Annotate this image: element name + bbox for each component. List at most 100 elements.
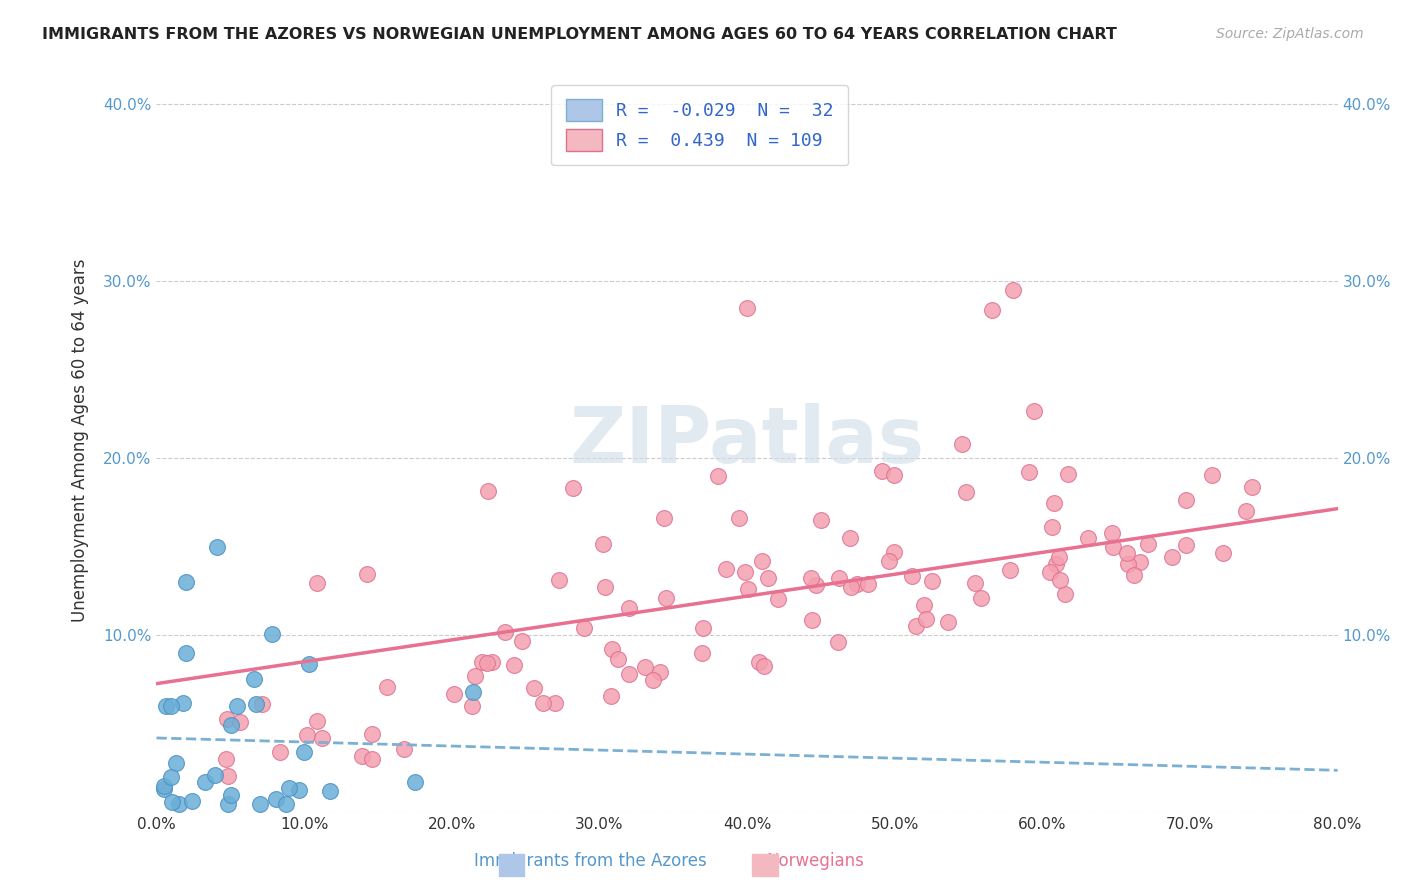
Point (502, 657, 524, 672)
Point (269, 745, 291, 759)
Point (938, 615, 960, 629)
Text: IMMIGRANTS FROM THE AZORES VS NORWEGIAN UNEMPLOYMENT AMONG AGES 60 TO 64 YEARS C: IMMIGRANTS FROM THE AZORES VS NORWEGIAN … (42, 27, 1116, 42)
Point (194, 775, 217, 789)
Point (714, 562, 737, 576)
Point (547, 574, 569, 588)
Point (217, 797, 239, 811)
Point (692, 621, 714, 635)
Point (160, 770, 183, 784)
Point (1047, 550, 1070, 565)
Point (870, 464, 893, 478)
Point (249, 797, 271, 811)
Point (839, 581, 862, 595)
Point (1045, 557, 1067, 571)
Point (856, 577, 879, 591)
Point (155, 699, 177, 714)
Point (950, 437, 973, 451)
Point (245, 697, 267, 711)
Point (494, 625, 516, 640)
Point (595, 580, 617, 594)
Point (160, 699, 183, 714)
Point (955, 485, 977, 500)
Text: Source: ZipAtlas.com: Source: ZipAtlas.com (1216, 27, 1364, 41)
Point (1053, 587, 1076, 601)
Point (217, 712, 239, 726)
Point (1001, 283, 1024, 297)
Point (846, 576, 869, 591)
Point (652, 511, 675, 525)
Point (839, 531, 862, 545)
Legend: R =  -0.029  N =  32, R =  0.439  N = 109: R = -0.029 N = 32, R = 0.439 N = 109 (551, 85, 848, 165)
Point (1212, 546, 1234, 560)
Point (219, 718, 242, 732)
Point (264, 791, 287, 805)
Point (914, 612, 936, 626)
Point (404, 774, 426, 789)
Point (277, 781, 299, 796)
Point (912, 598, 935, 612)
Point (392, 741, 415, 756)
Point (828, 571, 851, 585)
Point (295, 728, 318, 742)
Point (1077, 531, 1099, 545)
Point (262, 626, 284, 640)
Point (350, 749, 373, 764)
Point (981, 302, 1004, 317)
Point (1240, 480, 1263, 494)
Point (274, 797, 297, 811)
Point (463, 685, 485, 699)
Point (1101, 541, 1123, 555)
Point (617, 666, 640, 681)
Point (464, 669, 486, 683)
Point (375, 680, 398, 694)
Point (905, 619, 928, 633)
Point (655, 591, 678, 605)
Point (735, 301, 758, 315)
Point (1234, 504, 1257, 518)
Point (477, 484, 499, 499)
Point (921, 574, 943, 588)
Point (883, 467, 905, 482)
Point (510, 634, 533, 648)
Point (650, 665, 672, 680)
Point (307, 714, 329, 728)
Text: Immigrants from the Azores: Immigrants from the Azores (474, 852, 707, 870)
Point (1201, 468, 1223, 483)
Point (727, 511, 749, 525)
Point (1137, 536, 1160, 550)
Point (734, 566, 756, 580)
Point (751, 554, 773, 568)
Point (607, 652, 630, 666)
Point (165, 756, 187, 771)
Point (311, 731, 333, 745)
Point (806, 578, 828, 592)
Point (288, 783, 311, 797)
Point (544, 696, 567, 710)
Point (633, 660, 655, 674)
Point (1039, 566, 1062, 580)
Point (592, 537, 614, 551)
Point (752, 658, 775, 673)
Point (827, 635, 849, 649)
Point (800, 571, 823, 585)
Point (318, 784, 340, 798)
Point (641, 673, 664, 688)
Point (1057, 467, 1080, 481)
Point (1040, 520, 1063, 534)
Point (963, 575, 986, 590)
Point (217, 769, 239, 783)
Point (298, 657, 321, 672)
Point (174, 575, 197, 590)
Point (305, 576, 328, 591)
Point (215, 752, 238, 766)
Point (356, 567, 378, 582)
Text: ZIPatlas: ZIPatlas (569, 402, 925, 478)
Point (250, 697, 273, 711)
Point (969, 591, 991, 605)
Point (1129, 555, 1152, 569)
Text: Norwegians: Norwegians (766, 852, 865, 870)
Point (204, 768, 226, 782)
Point (1101, 525, 1123, 540)
Point (243, 672, 266, 686)
Y-axis label: Unemployment Among Ages 60 to 64 years: Unemployment Among Ages 60 to 64 years (72, 259, 89, 623)
